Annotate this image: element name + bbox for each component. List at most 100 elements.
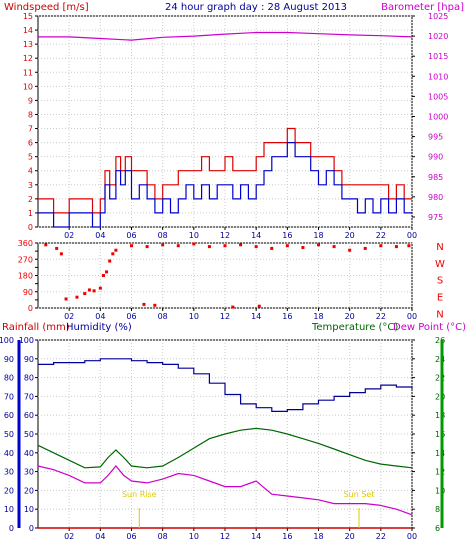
x-tick-label: 22	[376, 532, 386, 541]
humidity-tick-label: 50	[24, 430, 34, 439]
barometer-tick-label: 995	[428, 133, 443, 142]
x-tick-label: 00	[407, 532, 417, 541]
windspeed-tick-label: 7	[28, 125, 33, 134]
x-tick-label: 00	[407, 312, 417, 321]
humidity-tick-label: 40	[24, 449, 34, 458]
windspeed-tick-label: 12	[23, 54, 33, 63]
x-tick-label: 04	[95, 312, 105, 321]
x-tick-label: 20	[345, 231, 355, 240]
temperature-tick-label: 20	[435, 392, 445, 401]
barometer-series	[38, 31, 413, 41]
direction-point	[257, 304, 261, 308]
direction-tick-label: 270	[18, 255, 33, 264]
windspeed-average-series	[38, 142, 412, 228]
direction-point	[270, 246, 274, 250]
marker-layer: Sun Rise Sun Set	[122, 490, 374, 528]
x-tick-label: 14	[251, 312, 261, 321]
dewpoint-series	[37, 465, 413, 516]
windspeed-gust-series	[38, 127, 412, 214]
rainfall-tick-label: 0	[9, 524, 14, 533]
temperature-tick-label: 6	[435, 524, 440, 533]
x-tick-label: 10	[189, 231, 199, 240]
barometer-tick-label: 1015	[428, 52, 448, 61]
barometer-tick-label: 975	[428, 213, 443, 222]
humidity-series	[38, 358, 413, 412]
direction-point	[64, 297, 68, 301]
humidity-tick-label: 70	[24, 392, 34, 401]
x-tick-label: 18	[313, 312, 323, 321]
direction-point	[301, 246, 305, 250]
windspeed-tick-label: 11	[23, 68, 33, 77]
humidity-tick-label: 20	[24, 486, 34, 495]
tick-label-layer: 02 04 06 08 10 12 14 16 18 20 22 000123456789101112…	[0, 12, 448, 541]
humidity-tick-label: 30	[24, 468, 34, 477]
direction-point	[111, 252, 115, 256]
temperature-tick-label: 12	[435, 468, 445, 477]
direction-tick-label: 90	[23, 288, 33, 297]
rainfall-tick-label: 20	[4, 486, 14, 495]
humidity-axis-title: Humidity (%)	[66, 322, 132, 333]
x-tick-label: 20	[345, 532, 355, 541]
direction-point	[153, 303, 157, 307]
direction-point	[285, 244, 289, 248]
temperature-tick-label: 10	[435, 486, 445, 495]
humidity-tick-label: 80	[24, 374, 34, 383]
rainfall-axis-title: Rainfall (mm)	[2, 322, 70, 333]
direction-point	[379, 244, 383, 248]
humidity-tick-label: 10	[24, 505, 34, 514]
temperature-series	[37, 427, 413, 469]
x-tick-label: 04	[95, 532, 105, 541]
windspeed-tick-label: 0	[28, 223, 33, 232]
x-tick-label: 22	[376, 231, 386, 240]
x-tick-label: 08	[158, 312, 168, 321]
windspeed-tick-label: 3	[28, 181, 33, 190]
direction-point	[145, 245, 149, 249]
x-tick-label: 06	[126, 312, 136, 321]
humidity-tick-label: 60	[24, 411, 34, 420]
compass-label: E	[437, 293, 443, 304]
temperature-tick-label: 8	[435, 505, 440, 514]
direction-tick-label: 180	[18, 272, 33, 281]
direction-point	[55, 246, 59, 250]
x-tick-label: 12	[220, 532, 230, 541]
x-tick-label: 22	[376, 312, 386, 321]
x-tick-label: 18	[313, 231, 323, 240]
x-tick-label: 10	[189, 312, 199, 321]
x-tick-label: 06	[126, 231, 136, 240]
direction-point	[92, 289, 96, 293]
direction-point	[192, 242, 196, 246]
direction-point	[363, 246, 367, 250]
temperature-tick-label: 18	[435, 411, 445, 420]
x-tick-label: 16	[282, 532, 292, 541]
barometer-tick-label: 1020	[428, 32, 448, 41]
barometer-axis-title: Barometer [hpa]	[381, 2, 464, 13]
x-tick-label: 00	[407, 231, 417, 240]
x-tick-label: 02	[64, 312, 74, 321]
windspeed-tick-label: 6	[28, 139, 33, 148]
temperature-tick-label: 16	[435, 430, 445, 439]
temperature-tick-label: 24	[435, 355, 445, 364]
x-tick-label: 08	[158, 532, 168, 541]
rainfall-tick-label: 60	[4, 411, 14, 420]
compass-label: N	[436, 242, 443, 253]
x-tick-label: 18	[313, 532, 323, 541]
barometer-tick-label: 1025	[428, 12, 448, 21]
direction-point	[239, 243, 243, 247]
windspeed-axis-title: Windspeed [m/s]	[4, 2, 89, 13]
windspeed-tick-label: 2	[28, 195, 33, 204]
x-tick-label: 10	[189, 532, 199, 541]
barometer-tick-label: 1010	[428, 72, 448, 81]
x-tick-label: 12	[220, 312, 230, 321]
windspeed-tick-label: 5	[28, 153, 33, 162]
x-tick-label: 14	[251, 532, 261, 541]
direction-point	[75, 295, 79, 299]
direction-point	[59, 252, 63, 256]
humidity-tick-label: 90	[24, 355, 34, 364]
direction-point	[394, 245, 398, 249]
direction-point	[108, 259, 112, 263]
windspeed-tick-label: 13	[23, 40, 33, 49]
direction-point	[332, 245, 336, 249]
direction-point	[87, 288, 91, 292]
compass-label: S	[437, 276, 443, 287]
